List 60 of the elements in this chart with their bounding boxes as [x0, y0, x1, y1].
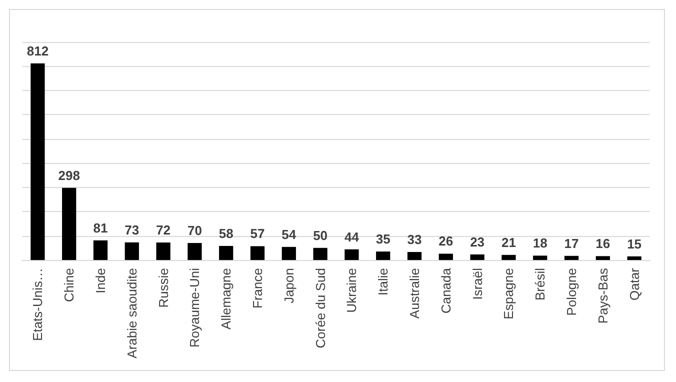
x-tick-label: Etats-Unis…: [30, 268, 46, 341]
bar: [313, 248, 328, 260]
bar: [188, 243, 202, 260]
x-tick-label: Japon: [281, 268, 296, 304]
bar: [376, 252, 390, 260]
x-tick-label: Royaume-Uni: [187, 268, 202, 348]
x-tick-label: Canada: [438, 267, 454, 314]
data-label: 57: [250, 226, 265, 242]
data-label: 33: [407, 232, 422, 248]
x-tick-label: Israël: [470, 268, 485, 300]
data-label: 15: [627, 236, 642, 252]
bar: [438, 254, 453, 260]
x-tick-label: Australie: [407, 268, 422, 319]
data-label: 44: [344, 229, 360, 244]
x-tick-label: Pays-Bas: [595, 268, 610, 324]
data-label: 298: [58, 168, 80, 183]
data-label: 70: [187, 223, 202, 238]
bar: [533, 256, 548, 260]
bar: [219, 246, 234, 260]
x-tick-label: Espagne: [501, 268, 516, 320]
bar: [93, 240, 108, 260]
x-tick-label: Chine: [62, 268, 77, 302]
bar: [502, 254, 516, 260]
x-tick-label: Allemagne: [218, 268, 234, 330]
data-label: 26: [438, 234, 454, 249]
bar: [282, 246, 296, 260]
data-label: 58: [218, 226, 234, 241]
bar: [156, 242, 170, 260]
data-label: 21: [501, 234, 516, 250]
x-tick-label: France: [250, 268, 265, 308]
data-label: 72: [156, 222, 171, 238]
bar: [30, 63, 45, 260]
data-label: 812: [26, 43, 49, 58]
bar: [250, 246, 265, 260]
data-label: 50: [313, 228, 328, 243]
bar: [627, 256, 642, 260]
bar: [124, 242, 139, 260]
x-tick-label: Russie: [156, 268, 171, 308]
x-tick-label: Arabie saoudite: [124, 268, 140, 358]
data-label: 18: [532, 236, 548, 251]
bar: [564, 256, 579, 260]
data-label: 54: [282, 226, 297, 242]
bar: [62, 188, 76, 260]
x-tick-label: Italie: [376, 268, 391, 296]
x-tick-label: Qatar: [626, 267, 642, 301]
data-label: 73: [124, 222, 140, 238]
bar: [344, 249, 359, 260]
x-tick-label: Corée du Sud: [312, 268, 328, 348]
data-label: 81: [93, 220, 108, 236]
data-label: 23: [470, 234, 485, 250]
x-tick-label: Pologne: [564, 268, 579, 316]
data-label: 35: [376, 232, 390, 247]
bar: [407, 252, 422, 260]
x-tick-label: Ukraine: [344, 268, 360, 313]
x-tick-label: Brésil: [532, 268, 548, 301]
bar: [470, 254, 484, 260]
bar: [596, 256, 610, 260]
data-label: 16: [596, 236, 610, 252]
x-tick-label: Inde: [93, 268, 108, 294]
data-label: 17: [564, 236, 579, 251]
